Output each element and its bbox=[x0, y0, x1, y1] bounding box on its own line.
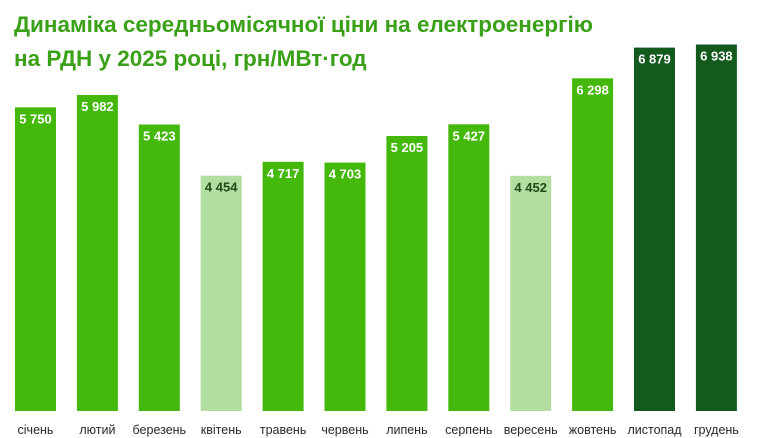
chart-title-line-2: на РДН у 2025 році, грн/МВт·год bbox=[14, 46, 367, 71]
bar-серпень bbox=[448, 124, 490, 412]
value-label-листопад: 6 879 bbox=[638, 52, 671, 67]
category-label-січень: січень bbox=[18, 423, 54, 437]
bar-травень bbox=[262, 161, 304, 411]
category-label-лютий: лютий bbox=[79, 423, 115, 437]
value-label-грудень: 6 938 bbox=[700, 49, 733, 64]
value-label-липень: 5 205 bbox=[391, 140, 424, 155]
category-label-вересень: вересень bbox=[504, 423, 558, 437]
category-label-липень: липень bbox=[386, 423, 427, 437]
bar-вересень bbox=[510, 175, 552, 411]
category-label-листопад: листопад bbox=[627, 423, 682, 437]
value-label-вересень: 4 452 bbox=[514, 180, 547, 195]
value-label-жовтень: 6 298 bbox=[576, 82, 609, 97]
bar-лютий bbox=[76, 95, 118, 411]
bar-жовтень bbox=[572, 78, 614, 412]
chart-title-line-1: Динаміка середньомісячної ціни на електр… bbox=[14, 12, 593, 37]
value-label-березень: 5 423 bbox=[143, 129, 176, 144]
category-label-грудень: грудень bbox=[694, 423, 739, 437]
value-label-травень: 4 717 bbox=[267, 166, 300, 181]
category-label-серпень: серпень bbox=[445, 423, 492, 437]
value-label-серпень: 5 427 bbox=[453, 128, 486, 143]
bar-березень bbox=[138, 124, 180, 411]
bar-січень bbox=[15, 107, 56, 412]
category-label-жовтень: жовтень bbox=[569, 423, 617, 437]
value-label-лютий: 5 982 bbox=[81, 99, 114, 114]
value-label-січень: 5 750 bbox=[19, 111, 52, 126]
bar-червень bbox=[324, 162, 366, 411]
bar-листопад bbox=[634, 47, 675, 411]
bar-грудень bbox=[695, 44, 737, 411]
category-label-травень: травень bbox=[260, 423, 307, 437]
category-label-червень: червень bbox=[321, 423, 368, 437]
value-label-квітень: 4 454 bbox=[205, 180, 238, 195]
bar-квітень bbox=[200, 175, 242, 411]
category-label-березень: березень bbox=[133, 423, 187, 437]
category-label-квітень: квітень bbox=[201, 423, 242, 437]
chart-title: Динаміка середньомісячної ціни на електр… bbox=[14, 8, 654, 76]
bar-липень bbox=[386, 136, 428, 411]
value-label-червень: 4 703 bbox=[329, 167, 362, 182]
